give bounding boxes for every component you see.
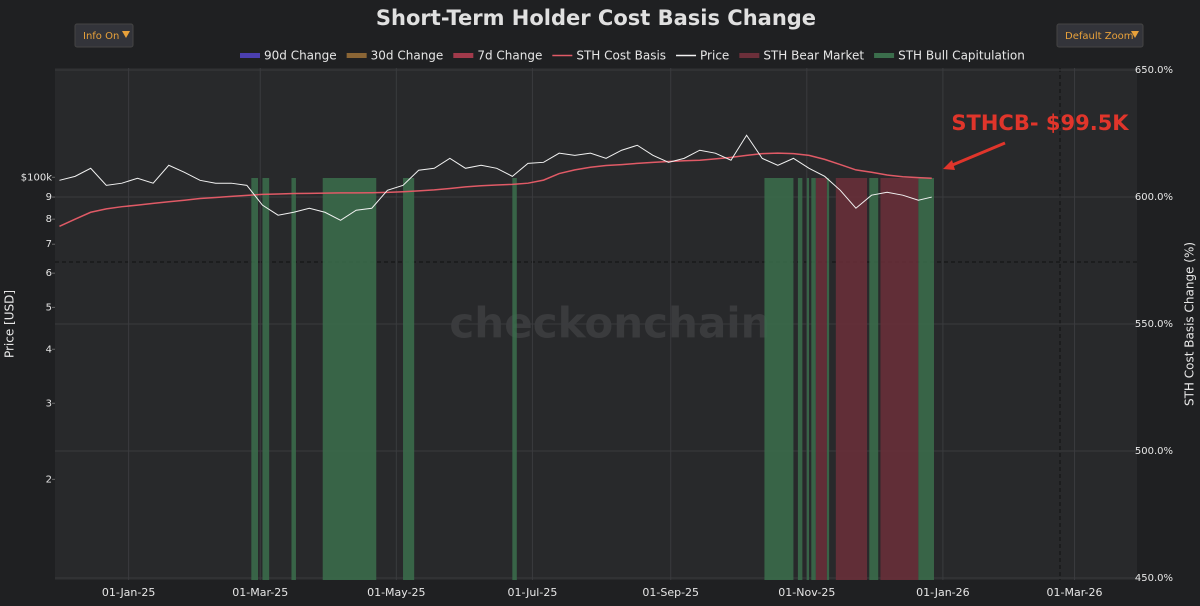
y-axis-label: Price [USD] xyxy=(3,290,17,358)
watermark: checkonchain xyxy=(449,299,770,348)
series-line xyxy=(59,134,932,221)
x-tick-label: 01-May-25 xyxy=(367,586,425,599)
legend-swatch xyxy=(739,53,760,58)
x-tick-label: 01-Mar-25 xyxy=(232,586,288,599)
x-tick-label: 01-Jul-25 xyxy=(508,586,558,599)
annotation-arrow xyxy=(949,141,1006,168)
y2-tick-label: 650.0% xyxy=(1135,65,1173,76)
x-tick-label: 01-Sep-25 xyxy=(642,586,699,599)
y2-axis-label: STH Cost Basis Change (%) xyxy=(1183,242,1197,406)
y-tick-label: 8 xyxy=(46,214,52,225)
x-tick-label: 01-Jan-26 xyxy=(916,586,970,599)
y-tick-label: 5 xyxy=(46,302,52,313)
legend-label: STH Cost Basis xyxy=(576,49,666,63)
x-tick-label: 01-Nov-25 xyxy=(778,586,835,599)
region-band xyxy=(815,178,827,580)
y-tick-label: 7 xyxy=(46,239,52,250)
legend-label: STH Bear Market xyxy=(763,49,864,63)
region-band xyxy=(811,178,816,580)
y-tick-label: 4 xyxy=(46,344,52,355)
annotation: STHCB- $99.5K xyxy=(951,111,1129,135)
region-band xyxy=(918,178,934,580)
legend-swatch xyxy=(874,53,895,58)
region-band xyxy=(869,178,879,580)
y-tick-label: $100k xyxy=(21,172,52,183)
y2-tick-label: 500.0% xyxy=(1135,446,1173,457)
y-tick-label: 9 xyxy=(46,192,52,203)
zoom-button-label[interactable]: Default Zoom xyxy=(1065,31,1134,42)
info-button-box[interactable] xyxy=(74,23,134,48)
region-band xyxy=(764,178,794,580)
zoom-button[interactable]: Default Zoom xyxy=(1056,23,1144,48)
region-band xyxy=(880,178,919,580)
region-band xyxy=(512,178,517,580)
y2-tick-label: 550.0% xyxy=(1135,319,1173,330)
region-band xyxy=(826,178,830,580)
y-tick-label: 2 xyxy=(46,474,52,485)
info-button[interactable]: Info On xyxy=(74,23,134,48)
legend-label: Price xyxy=(700,49,729,63)
chart-title: Short-Term Holder Cost Basis Change xyxy=(376,6,816,30)
legend-swatch xyxy=(240,53,260,58)
dropdown-arrow xyxy=(122,31,130,38)
region-band xyxy=(835,178,868,580)
info-button-label[interactable]: Info On xyxy=(83,31,119,42)
region-band xyxy=(251,178,259,580)
region-band xyxy=(291,178,296,580)
legend-label: 7d Change xyxy=(477,49,542,63)
regions xyxy=(55,68,1137,580)
legend-label: 30d Change xyxy=(371,49,444,63)
region-band xyxy=(262,178,270,580)
y2-tick-label: 600.0% xyxy=(1135,192,1173,203)
legend-label: STH Bull Capitulation xyxy=(898,49,1025,63)
region-band xyxy=(322,178,377,580)
region-band xyxy=(797,178,803,580)
y-tick-label: 3 xyxy=(46,398,52,409)
dropdown-arrow xyxy=(1131,31,1139,38)
x-tick-label: 01-Mar-26 xyxy=(1047,586,1103,599)
region-band xyxy=(403,178,415,580)
x-tick-label: 01-Jan-25 xyxy=(102,586,156,599)
zoom-button-box[interactable] xyxy=(1056,23,1144,48)
legend-swatch xyxy=(453,53,474,58)
legend-swatch xyxy=(346,53,367,58)
y-tick-label: 6 xyxy=(46,268,52,279)
series-line xyxy=(59,152,932,228)
legend-label: 90d Change xyxy=(264,49,337,63)
annotation-arrowhead xyxy=(943,160,955,170)
y2-tick-label: 450.0% xyxy=(1135,573,1173,584)
legend: 90d Change 30d Change 7d Change STH Cost Ba… xyxy=(240,49,1025,63)
region-band xyxy=(806,178,810,580)
